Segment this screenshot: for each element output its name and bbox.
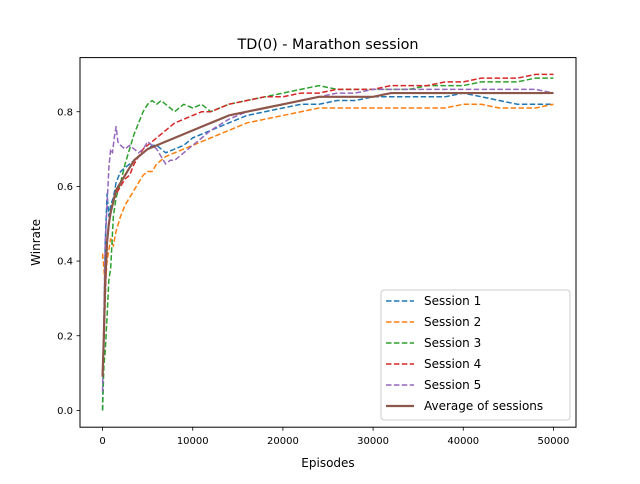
chart-title: TD(0) - Marathon session [236,37,418,53]
series-line-session-1 [101,92,554,411]
x-tick-label: 20000 [267,436,299,447]
y-tick-label: 0.0 [57,406,73,417]
x-tick-label: 40000 [447,436,479,447]
series-layer [101,73,554,411]
legend-label-session-4: Session 4 [424,357,481,371]
x-tick-label: 0 [99,436,105,447]
x-tick-label: 50000 [538,436,570,447]
legend-label-session-3: Session 3 [424,336,481,350]
y-tick-label: 0.8 [57,107,73,118]
x-tick-label: 30000 [357,436,389,447]
x-axis-ticks: 0 10000 20000 30000 40000 50000 [99,427,569,447]
y-tick-label: 0.2 [57,331,73,342]
legend-label-session-2: Session 2 [424,315,481,329]
plot-frame [79,57,577,428]
x-tick-label: 10000 [177,436,209,447]
y-axis-label: Winrate [29,219,43,266]
series-line-session-5 [101,88,554,392]
series-line-session-2 [101,103,554,288]
legend-label-session-1: Session 1 [424,294,481,308]
legend-label-average-of-sessions: Average of sessions [424,399,543,413]
y-axis-ticks: 0.0 0.2 0.4 0.6 0.8 [57,107,80,417]
series-line-average-of-sessions [101,91,554,377]
legend: Session 1 Session 2 Session 3 Session 4 Sess… [380,289,571,421]
legend-box [380,289,571,421]
legend-label-session-5: Session 5 [424,378,481,392]
y-tick-label: 0.6 [57,182,73,193]
y-tick-label: 0.4 [57,257,73,268]
x-axis-label: Episodes [301,456,354,470]
